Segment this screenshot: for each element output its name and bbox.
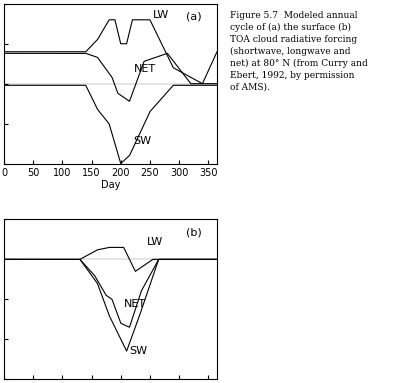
Text: (a): (a)	[186, 12, 202, 22]
Text: Figure 5.7  Modeled annual
cycle of (a) the surface (b)
TOA cloud radiative forc: Figure 5.7 Modeled annual cycle of (a) t…	[230, 11, 368, 92]
Text: NET: NET	[124, 299, 146, 309]
Text: (b): (b)	[186, 228, 202, 237]
Text: NET: NET	[134, 64, 156, 74]
X-axis label: Day: Day	[101, 180, 120, 190]
Text: LW: LW	[147, 237, 163, 247]
Text: LW: LW	[153, 10, 169, 20]
Text: SW: SW	[134, 136, 152, 146]
Text: SW: SW	[130, 345, 148, 355]
